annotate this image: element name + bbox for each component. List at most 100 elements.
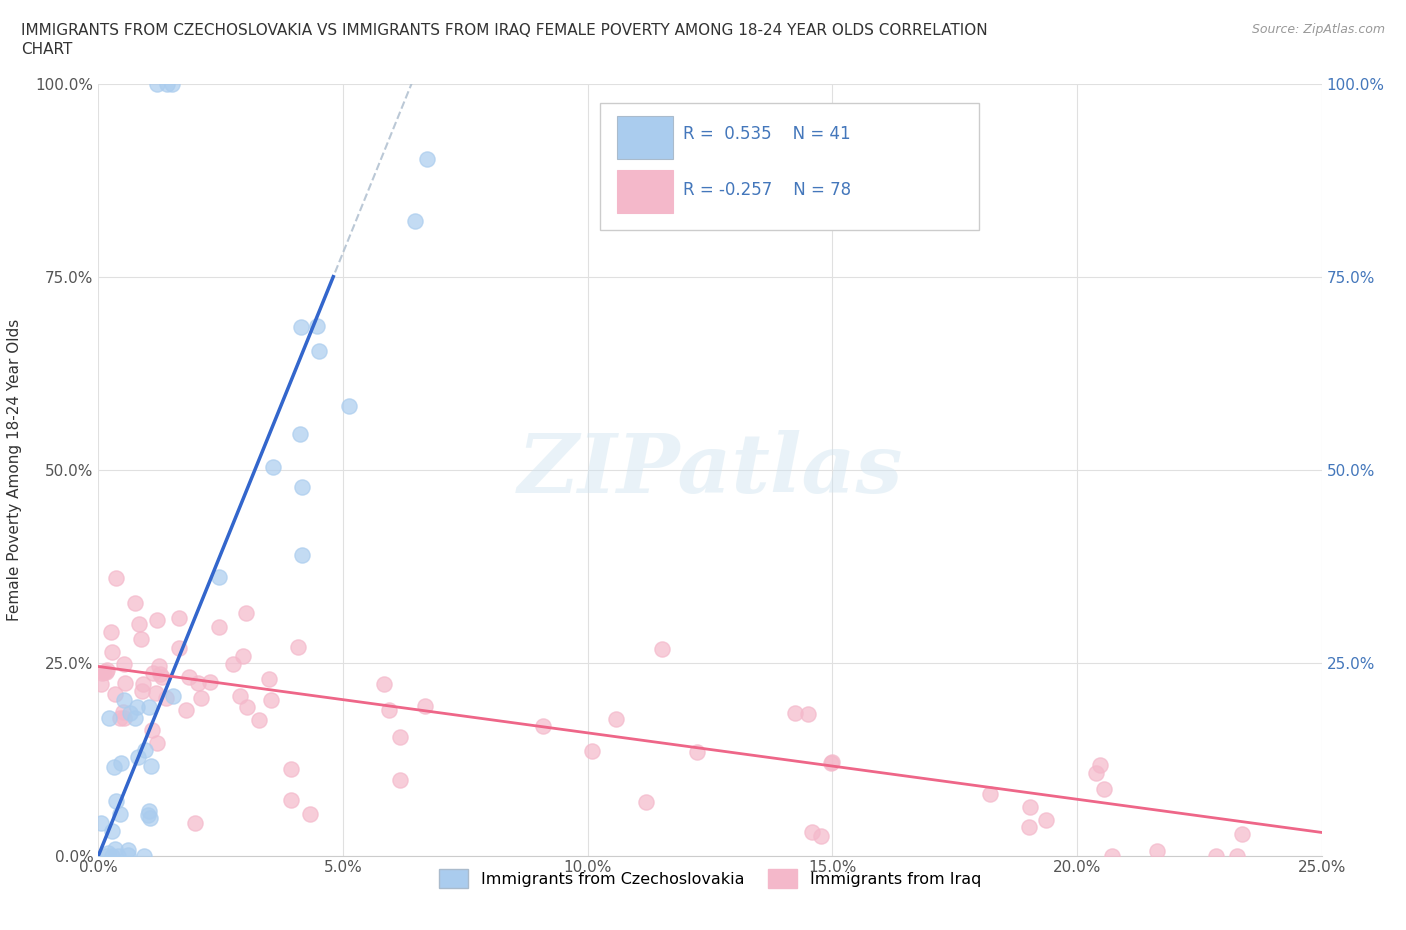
Point (117, 843, 139, 857)
Point (257, 671, 280, 686)
Point (581, 744, 603, 759)
Point (94, 664, 117, 679)
Point (280, 792, 302, 807)
Point (94, 848, 117, 863)
Point (198, 674, 221, 689)
Point (148, 658, 170, 673)
Point (404, 213, 426, 228)
Point (1018, 819, 1040, 834)
Point (1101, 848, 1123, 863)
Point (229, 688, 252, 703)
Point (810, 829, 832, 844)
Point (112, 711, 135, 725)
Point (136, 807, 159, 822)
Point (1085, 765, 1108, 780)
Point (389, 729, 412, 744)
Point (100, 644, 122, 659)
Point (378, 702, 401, 717)
Point (1019, 800, 1042, 815)
Point (127, 699, 149, 714)
Point (146, 76, 169, 91)
Text: CHART: CHART (21, 42, 73, 57)
Text: R =  0.535    N = 41: R = 0.535 N = 41 (683, 125, 851, 143)
Point (149, 666, 172, 681)
Point (783, 706, 806, 721)
Point (132, 676, 155, 691)
Point (124, 595, 146, 610)
Point (416, 152, 439, 166)
Point (167, 610, 190, 625)
Point (138, 811, 160, 826)
Point (236, 699, 259, 714)
Point (1226, 848, 1249, 863)
Point (139, 759, 162, 774)
Point (104, 686, 127, 701)
Point (686, 745, 709, 760)
Point (1230, 827, 1253, 842)
Point (290, 427, 312, 442)
Point (605, 711, 627, 726)
Point (308, 344, 330, 359)
Point (145, 736, 167, 751)
Point (1205, 848, 1227, 863)
Point (388, 772, 411, 787)
Point (114, 676, 136, 691)
Point (531, 719, 554, 734)
Point (132, 848, 155, 863)
Point (129, 632, 152, 647)
Point (110, 756, 132, 771)
Point (291, 480, 314, 495)
FancyBboxPatch shape (600, 103, 979, 231)
Point (1035, 812, 1057, 827)
Point (124, 711, 146, 725)
Point (101, 848, 124, 863)
Point (1092, 782, 1115, 797)
Point (177, 670, 200, 684)
Point (112, 705, 135, 720)
Point (97, 845, 120, 860)
Y-axis label: Female Poverty Among 18-24 Year Olds: Female Poverty Among 18-24 Year Olds (7, 318, 21, 621)
Point (190, 690, 212, 705)
Point (235, 605, 257, 620)
Point (651, 642, 673, 657)
Point (145, 685, 167, 700)
Point (291, 547, 314, 562)
Point (820, 756, 842, 771)
Point (337, 398, 360, 413)
Point (162, 689, 184, 704)
Text: Source: ZipAtlas.com: Source: ZipAtlas.com (1251, 23, 1385, 36)
Point (160, 76, 183, 91)
Point (290, 319, 312, 334)
FancyBboxPatch shape (617, 170, 673, 213)
Point (141, 723, 163, 737)
Point (298, 806, 321, 821)
Point (307, 318, 329, 333)
Point (128, 617, 150, 631)
Point (112, 657, 135, 671)
Point (146, 613, 169, 628)
Point (184, 816, 207, 830)
Point (155, 691, 177, 706)
Point (156, 76, 179, 91)
Point (208, 569, 231, 584)
Point (187, 675, 209, 690)
Point (820, 754, 842, 769)
Point (138, 699, 160, 714)
Point (96, 662, 118, 677)
Point (174, 703, 197, 718)
Point (262, 459, 284, 474)
Point (413, 698, 436, 713)
Point (117, 847, 139, 862)
Point (167, 641, 190, 656)
Point (90, 676, 112, 691)
Point (150, 670, 173, 684)
Text: IMMIGRANTS FROM CZECHOSLOVAKIA VS IMMIGRANTS FROM IRAQ FEMALE POVERTY AMONG 18-2: IMMIGRANTS FROM CZECHOSLOVAKIA VS IMMIGR… (21, 23, 987, 38)
Point (800, 825, 823, 840)
Point (280, 762, 302, 777)
Text: R = -0.257    N = 78: R = -0.257 N = 78 (683, 181, 851, 199)
Point (91, 666, 114, 681)
Point (97, 711, 120, 726)
Point (141, 666, 163, 681)
Point (260, 693, 283, 708)
Point (105, 793, 128, 808)
